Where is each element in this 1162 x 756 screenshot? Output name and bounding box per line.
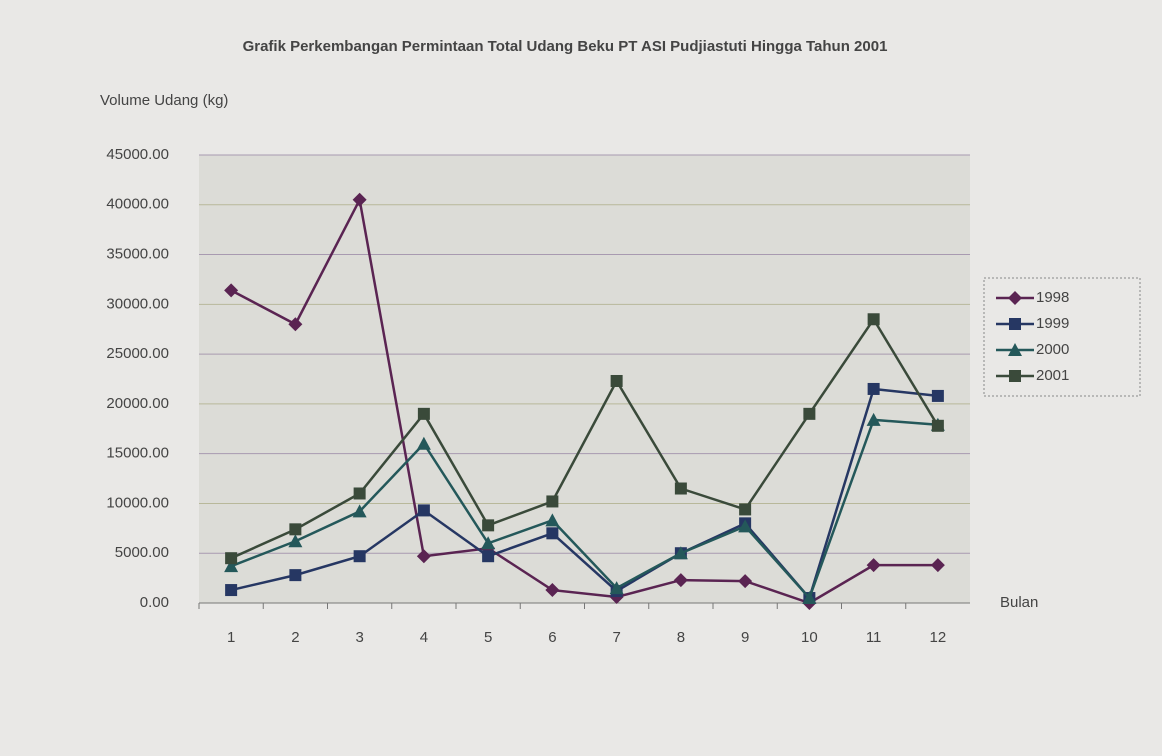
series-marker [609, 581, 624, 595]
series-marker [867, 313, 880, 326]
series-marker [288, 534, 303, 548]
x-tick-label: 1 [227, 629, 235, 646]
x-tick-label: 3 [355, 629, 363, 646]
series-marker [482, 519, 495, 532]
series-marker [867, 382, 880, 395]
series-marker [802, 591, 817, 605]
x-tick-label: 9 [741, 629, 749, 646]
plot-area [199, 155, 970, 603]
chart-title: Grafik Perkembangan Permintaan Total Uda… [242, 38, 888, 55]
series-marker [673, 573, 688, 588]
series-line [230, 195, 938, 605]
legend-label: 1999 [1036, 315, 1069, 332]
series-marker [353, 550, 366, 563]
legend-label: 2000 [1036, 341, 1069, 358]
y-axis-title: Volume Udang (kg) [100, 92, 228, 109]
series-marker [803, 407, 816, 420]
series-marker [739, 503, 752, 516]
x-tick-label: 10 [801, 629, 818, 646]
series-marker [610, 374, 623, 387]
series-marker [288, 317, 303, 332]
series-marker [289, 569, 302, 582]
legend-marker [1008, 343, 1022, 356]
y-tick-label: 10000.00 [106, 494, 169, 511]
x-axis-title: Bulan [1000, 594, 1038, 611]
series-marker [546, 527, 559, 540]
x-tick-label: 2 [291, 629, 299, 646]
series-line [230, 316, 939, 560]
x-tick-label: 5 [484, 629, 492, 646]
y-tick-label: 0.00 [140, 594, 169, 611]
series-marker [931, 389, 944, 402]
series-marker [931, 419, 944, 432]
series-marker [866, 558, 881, 573]
y-tick-label: 5000.00 [115, 544, 169, 561]
series-line [230, 387, 939, 601]
series-marker [546, 495, 559, 508]
y-tick-label: 45000.00 [106, 146, 169, 163]
series-marker [930, 558, 945, 573]
series-marker [352, 504, 367, 518]
legend-marker [1009, 318, 1021, 330]
series-line [230, 418, 938, 601]
x-tick-label: 12 [930, 629, 947, 646]
series-marker [353, 487, 366, 500]
y-tick-label: 15000.00 [106, 445, 169, 462]
x-tick-label: 4 [420, 629, 428, 646]
y-tick-label: 40000.00 [106, 196, 169, 213]
series-marker [482, 550, 495, 563]
series-marker [545, 583, 560, 598]
x-tick-label: 8 [677, 629, 685, 646]
legend-marker [1009, 370, 1021, 382]
series-marker [738, 574, 753, 589]
series-marker [417, 504, 430, 517]
series-marker [545, 513, 560, 527]
series-marker [352, 192, 367, 207]
series-marker [224, 559, 239, 573]
series-marker [289, 523, 302, 536]
series-marker [225, 584, 238, 597]
x-tick-label: 11 [866, 629, 882, 646]
legend-label: 1998 [1036, 289, 1069, 306]
series-marker [674, 482, 687, 495]
y-tick-label: 20000.00 [106, 395, 169, 412]
series-marker [416, 436, 431, 450]
series-marker [225, 552, 238, 565]
series-marker [673, 546, 688, 560]
series-marker [481, 536, 496, 550]
series-marker [738, 519, 753, 533]
y-tick-label: 30000.00 [106, 295, 169, 312]
legend-marker [1008, 291, 1022, 305]
legend-label: 2001 [1036, 367, 1069, 384]
x-tick-label: 6 [548, 629, 556, 646]
series-marker [866, 412, 881, 426]
x-tick-label: 7 [612, 629, 620, 646]
series-marker [417, 407, 430, 420]
y-tick-label: 25000.00 [106, 345, 169, 362]
series-marker [416, 549, 431, 564]
y-tick-label: 35000.00 [106, 246, 169, 263]
series-marker [224, 283, 239, 298]
